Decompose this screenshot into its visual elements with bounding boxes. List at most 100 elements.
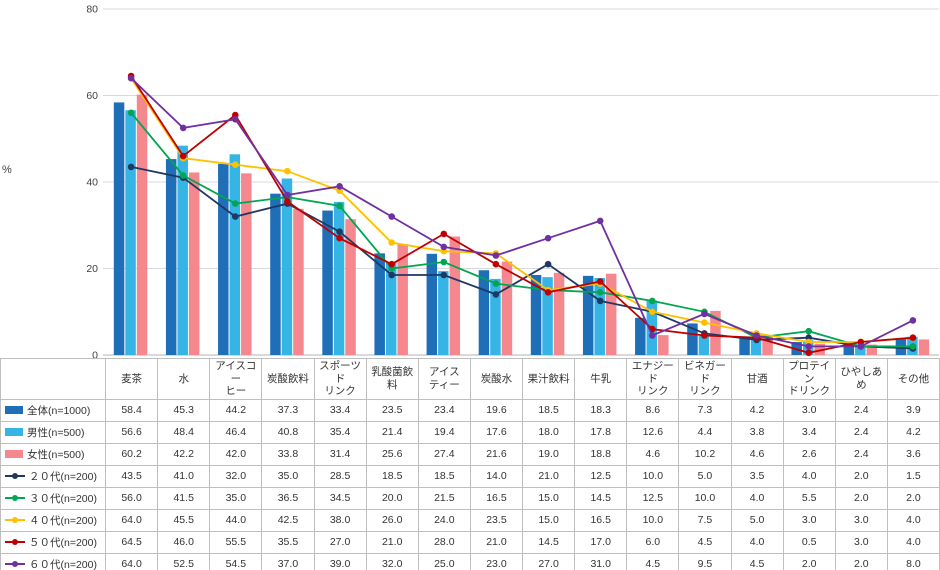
table-row: 男性(n=500) 56.6 48.4 46.4 40.8 35.4 21.4 19.4 17.… [0, 420, 940, 444]
table-row: ５０代(n=200) 64.5 46.0 55.5 35.5 27.0 21.0 28.0 21… [0, 530, 940, 554]
value-cell: 4.6 [626, 442, 680, 466]
value-cell: 32.0 [365, 552, 419, 570]
bar [438, 271, 449, 355]
line-marker [388, 239, 396, 246]
line-marker [336, 202, 343, 210]
value-cell: 5.0 [730, 508, 784, 532]
value-cell: 64.0 [104, 508, 159, 532]
value-cell: 18.5 [365, 464, 419, 488]
value-cell: 24.0 [417, 508, 471, 532]
series-label: ３０代(n=200) [29, 492, 97, 505]
line-marker [284, 191, 291, 199]
bar [322, 210, 333, 355]
value-cell: 3.6 [886, 442, 940, 466]
bar [553, 272, 565, 355]
value-cell: 31.4 [313, 442, 367, 466]
bar [374, 253, 385, 355]
bar [658, 335, 669, 355]
value-cell: 4.2 [886, 420, 940, 444]
value-cell: 10.2 [678, 442, 732, 466]
line-marker [127, 163, 135, 171]
value-cell: 41.5 [157, 486, 211, 510]
line-marker [388, 260, 396, 268]
value-cell: 12.5 [574, 464, 628, 488]
y-tick-label: 80 [86, 4, 98, 16]
value-cell: 1.5 [886, 464, 940, 488]
y-tick-label: 60 [86, 90, 98, 102]
bar [241, 173, 252, 355]
bar [762, 335, 773, 355]
bar [855, 344, 866, 355]
value-cell: 44.2 [209, 398, 263, 422]
y-tick-label: 40 [86, 177, 98, 189]
series-label: ４０代(n=200) [29, 514, 97, 527]
y-tick-label: 20 [86, 263, 98, 275]
category-header: エナジード リンク [626, 358, 680, 400]
bar [814, 343, 825, 355]
value-cell: 2.0 [834, 464, 888, 488]
value-cell: 27.0 [521, 552, 576, 570]
series-legend-cell: ６０代(n=200) [0, 552, 106, 570]
line-marker [596, 297, 604, 305]
bar [698, 335, 710, 355]
value-cell: 2.4 [834, 398, 888, 422]
line-marker [284, 167, 291, 175]
line-marker [492, 291, 500, 298]
category-header: プロテイン ドリンク [782, 358, 836, 400]
value-cell: 32.0 [209, 464, 263, 488]
value-cell: 34.5 [313, 486, 367, 510]
value-cell: 15.0 [521, 486, 576, 510]
value-cell: 54.5 [209, 552, 263, 570]
value-cell: 17.0 [574, 530, 628, 554]
value-cell: 5.0 [678, 464, 732, 488]
value-cell: 56.6 [104, 420, 159, 444]
value-cell: 10.0 [626, 464, 680, 488]
value-cell: 2.0 [782, 552, 836, 570]
value-cell: 25.0 [417, 552, 471, 570]
legend-swatch-line [5, 559, 25, 569]
line-marker [805, 349, 812, 357]
value-cell: 21.6 [469, 442, 524, 466]
value-cell: 35.0 [209, 486, 263, 510]
value-cell: 4.0 [886, 530, 940, 554]
line-marker [127, 74, 135, 82]
value-cell: 14.0 [469, 464, 524, 488]
bar [177, 145, 188, 355]
value-cell: 4.5 [626, 552, 680, 570]
bar [449, 236, 461, 355]
value-cell: 60.2 [104, 442, 159, 466]
value-cell: 19.0 [521, 442, 576, 466]
bar [635, 317, 646, 355]
line-marker [596, 278, 604, 285]
value-cell: 42.0 [209, 442, 263, 466]
value-cell: 28.0 [417, 530, 471, 554]
series-label: ２０代(n=200) [29, 470, 97, 483]
value-cell: 2.6 [782, 442, 836, 466]
series-legend-cell: ３０代(n=200) [0, 486, 106, 510]
value-cell: 35.5 [261, 530, 315, 554]
value-cell: 35.4 [313, 420, 367, 444]
line-series [130, 77, 913, 343]
line-marker [440, 271, 448, 279]
value-cell: 27.4 [417, 442, 471, 466]
value-cell: 21.0 [469, 530, 524, 554]
line-marker [179, 172, 187, 179]
category-header: 炭酸飲料 [261, 358, 315, 400]
line-marker [440, 230, 448, 238]
value-cell: 21.5 [417, 486, 471, 510]
bar [281, 178, 293, 355]
line-marker [284, 198, 291, 205]
bar [218, 163, 229, 355]
category-header: アイス ティー [417, 358, 471, 400]
table-row: ２０代(n=200) 43.5 41.0 32.0 35.0 28.5 18.5 18.5 14… [0, 464, 940, 488]
line-marker [388, 271, 396, 279]
line-marker [179, 124, 187, 132]
line-marker [649, 332, 656, 339]
line-marker [232, 200, 239, 207]
bar [594, 278, 605, 355]
bar [385, 262, 397, 355]
value-cell: 40.8 [261, 420, 315, 444]
series-legend-cell: 全体(n=1000) [0, 398, 106, 422]
value-cell: 36.5 [261, 486, 315, 510]
value-cell: 5.5 [782, 486, 836, 510]
